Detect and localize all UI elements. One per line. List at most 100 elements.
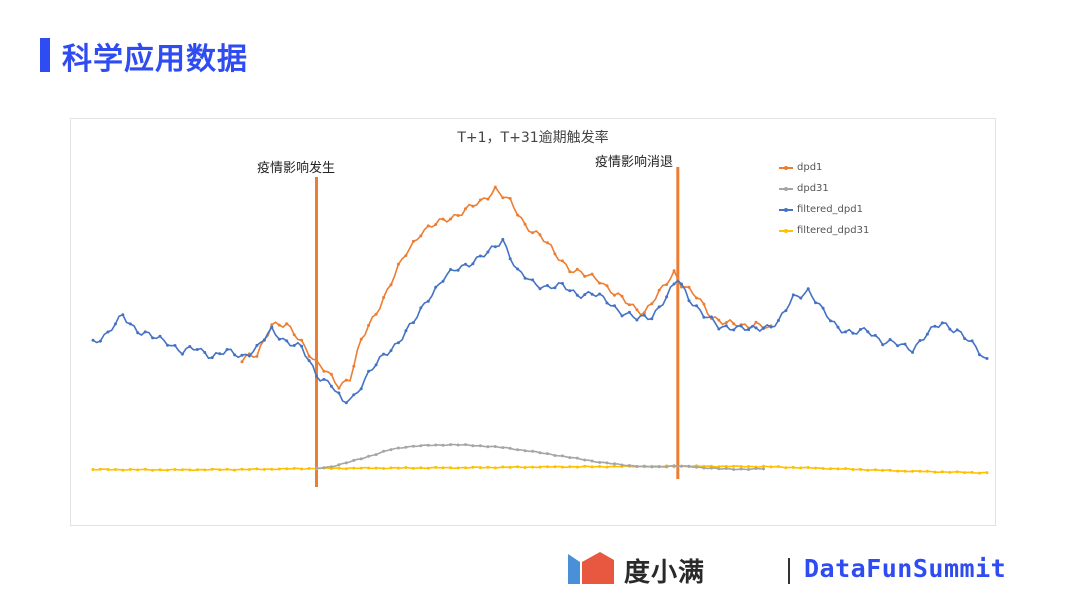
data-point-filtered-dpd31 [821, 467, 825, 470]
annotation-label-outbreak: 疫情影响发生 [257, 161, 336, 176]
data-point-filtered-dpd31 [419, 466, 423, 470]
data-point-dpd1 [419, 234, 423, 238]
data-point-filtered-dpd31 [829, 467, 832, 471]
data-point-filtered-dpd1 [858, 328, 862, 331]
data-point-dpd1 [724, 321, 728, 325]
data-point-filtered-dpd1 [702, 315, 706, 319]
data-point-filtered-dpd31 [478, 466, 482, 470]
data-point-dpd31 [471, 444, 475, 448]
data-point-filtered-dpd1 [963, 337, 967, 340]
data-point-filtered-dpd31 [493, 466, 497, 470]
data-point-filtered-dpd1 [784, 309, 788, 313]
data-point-filtered-dpd31 [747, 465, 751, 468]
data-point-filtered-dpd31 [270, 467, 274, 471]
data-point-dpd1 [754, 320, 758, 324]
data-point-dpd1 [568, 270, 572, 274]
data-point-filtered-dpd1 [508, 257, 512, 261]
data-point-filtered-dpd31 [970, 470, 974, 474]
data-point-dpd31 [672, 464, 676, 468]
data-point-filtered-dpd1 [255, 343, 259, 347]
data-point-filtered-dpd31 [844, 467, 847, 471]
data-point-filtered-dpd1 [672, 282, 676, 286]
data-point-dpd1 [590, 272, 594, 276]
data-point-filtered-dpd31 [508, 465, 512, 469]
data-point-filtered-dpd1 [523, 276, 527, 280]
data-point-dpd31 [553, 454, 557, 457]
data-point-dpd31 [642, 464, 646, 468]
series-line-dpd1 [241, 185, 772, 390]
data-point-filtered-dpd1 [583, 293, 587, 297]
data-point-dpd31 [367, 454, 371, 458]
data-point-dpd31 [374, 453, 378, 457]
data-point-filtered-dpd31 [98, 467, 102, 471]
data-point-dpd1 [307, 354, 311, 358]
data-point-filtered-dpd1 [709, 315, 713, 319]
legend-item-filtered-dpd1: filtered_dpd1 [779, 199, 869, 220]
data-point-filtered-dpd1 [866, 330, 870, 334]
data-point-dpd31 [501, 446, 505, 450]
data-point-filtered-dpd31 [873, 468, 877, 472]
data-point-dpd1 [702, 302, 706, 306]
data-point-filtered-dpd31 [352, 466, 356, 470]
data-point-dpd1 [501, 196, 505, 200]
data-point-filtered-dpd1 [680, 282, 683, 286]
data-point-filtered-dpd1 [247, 354, 251, 358]
chart-frame: T+1，T+31逾期触发率 疫情影响发生 疫情影响消退 dpd1 dpd31 f… [70, 118, 996, 526]
data-point-filtered-dpd1 [531, 278, 535, 282]
duxiaoman-logo-icon [568, 552, 614, 584]
data-point-filtered-dpd1 [128, 322, 132, 326]
data-point-filtered-dpd31 [881, 468, 885, 472]
legend-label-dpd1: dpd1 [797, 162, 823, 173]
data-point-filtered-dpd1 [687, 299, 691, 303]
data-point-filtered-dpd31 [940, 470, 944, 474]
data-point-dpd1 [605, 284, 609, 288]
data-point-filtered-dpd1 [471, 262, 475, 266]
data-point-filtered-dpd1 [151, 336, 155, 340]
data-point-filtered-dpd1 [844, 330, 847, 334]
data-point-filtered-dpd1 [382, 352, 386, 356]
data-point-dpd31 [665, 465, 669, 469]
data-point-filtered-dpd31 [136, 468, 140, 472]
data-point-filtered-dpd1 [806, 287, 810, 291]
data-point-dpd31 [598, 460, 602, 464]
data-point-filtered-dpd31 [277, 467, 281, 471]
data-point-dpd1 [695, 296, 698, 300]
data-point-filtered-dpd1 [940, 321, 944, 325]
data-point-filtered-dpd1 [344, 401, 348, 405]
data-point-filtered-dpd1 [143, 330, 147, 334]
data-point-dpd1 [627, 303, 631, 307]
data-point-dpd1 [665, 283, 669, 287]
data-point-filtered-dpd31 [732, 464, 736, 468]
data-point-dpd31 [426, 443, 430, 447]
data-point-dpd1 [464, 207, 467, 211]
data-point-dpd31 [635, 464, 639, 468]
data-point-filtered-dpd31 [426, 466, 430, 470]
data-point-filtered-dpd1 [851, 331, 855, 335]
data-point-filtered-dpd1 [478, 254, 482, 258]
data-point-dpd31 [389, 448, 393, 452]
data-point-filtered-dpd1 [98, 339, 102, 343]
data-point-dpd31 [747, 468, 751, 471]
data-point-filtered-dpd1 [978, 353, 981, 357]
data-point-dpd1 [538, 233, 542, 237]
data-point-filtered-dpd31 [583, 464, 587, 468]
data-point-dpd1 [449, 217, 453, 221]
data-point-dpd1 [255, 354, 259, 358]
data-point-filtered-dpd31 [948, 470, 952, 474]
data-point-filtered-dpd1 [657, 305, 661, 309]
data-point-filtered-dpd1 [695, 304, 698, 308]
data-point-filtered-dpd1 [769, 325, 773, 329]
data-point-dpd31 [441, 443, 445, 447]
data-point-filtered-dpd1 [456, 268, 460, 272]
data-point-dpd1 [456, 214, 460, 217]
data-point-filtered-dpd31 [933, 470, 937, 474]
data-point-filtered-dpd1 [233, 353, 237, 357]
data-point-filtered-dpd1 [873, 333, 877, 337]
data-point-dpd31 [523, 449, 527, 453]
data-point-filtered-dpd31 [396, 466, 400, 470]
data-point-filtered-dpd31 [158, 468, 162, 472]
data-point-filtered-dpd31 [285, 467, 289, 471]
event-name: DataFunSummit [804, 554, 1007, 583]
data-point-dpd31 [382, 449, 386, 453]
data-point-dpd31 [575, 456, 579, 460]
